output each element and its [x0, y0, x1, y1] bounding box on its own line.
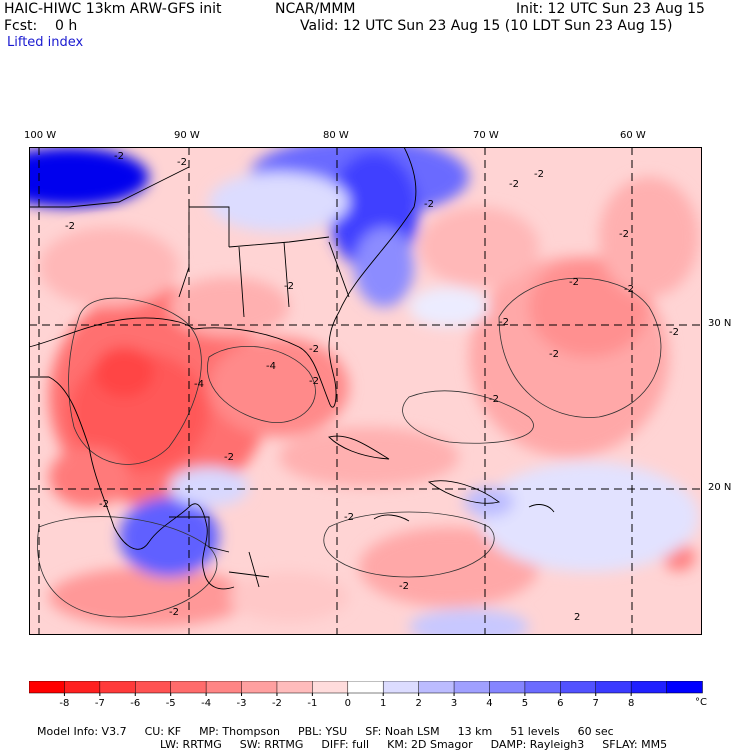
colorbar-swatch [312, 681, 349, 694]
colorbar-tick-label: 8 [628, 698, 634, 709]
lat-label-30n: 30 N [708, 318, 732, 329]
lat-label-20n: 20 N [708, 482, 732, 493]
colorbar-swatch [453, 681, 491, 694]
model-info-line2: LW: RRTMG SW: RRTMG DIFF: full KM: 2D Smago… [153, 725, 685, 751]
colorbar-tick-label: 4 [486, 698, 492, 709]
levels: 51 levels [510, 725, 560, 738]
colorbar-swatches [29, 681, 703, 694]
colorbar-tick-label: 5 [522, 698, 528, 709]
colorbar-swatch [205, 681, 243, 694]
colorbar-tick-label: -5 [166, 698, 176, 709]
svg-text:2: 2 [574, 612, 580, 623]
svg-text:-2: -2 [344, 512, 354, 523]
svg-text:-4: -4 [266, 361, 276, 372]
org-label: NCAR/MMM [275, 1, 356, 17]
valid-time: Valid: 12 UTC Sun 23 Aug 15 (10 LDT Sun … [300, 18, 673, 34]
lon-label-100w: 100 W [24, 130, 57, 141]
svg-text:-2: -2 [65, 221, 75, 232]
svg-text:-2: -2 [619, 229, 629, 240]
model-version: Model Info: V3.7 [37, 725, 127, 738]
colorbar-swatch [29, 681, 66, 694]
svg-text:-2: -2 [549, 349, 559, 360]
colorbar-swatch [64, 681, 101, 694]
colorbar-swatch [489, 681, 526, 694]
field-shading [29, 147, 699, 635]
colorbar-swatch [170, 681, 207, 694]
pbl-scheme: PBL: YSU [297, 725, 348, 738]
colorbar-swatch [135, 681, 172, 694]
colorbar-swatch [241, 681, 278, 694]
forecast-hour: Fcst: 0 h [4, 18, 78, 34]
svg-text:-2: -2 [534, 169, 544, 180]
colorbar-tick-label: 3 [451, 698, 457, 709]
colorbar-tick-label: -3 [237, 698, 247, 709]
svg-text:-2: -2 [169, 607, 179, 618]
map-frame [29, 147, 702, 635]
svg-text:-2: -2 [284, 281, 294, 292]
graticule [29, 147, 702, 635]
colorbar-tick-label: 0 [345, 698, 351, 709]
colorbar-swatch [99, 681, 137, 694]
svg-text:-2: -2 [424, 199, 434, 210]
colorbar-swatch [666, 681, 703, 694]
field-name: Lifted index [7, 35, 84, 50]
colorbar-ticks: -8 -7 -6 -5 -4 -3 -2 -1 0 1 2 3 4 5 6 7 8 [59, 693, 634, 709]
mp-scheme: MP: Thompson [199, 725, 280, 738]
svg-text:-2: -2 [224, 452, 234, 463]
colorbar-swatch [630, 681, 668, 694]
cu-scheme: CU: KF [144, 725, 182, 738]
svg-text:-2: -2 [624, 284, 634, 295]
init-time: Init: 12 UTC Sun 23 Aug 15 [516, 1, 705, 17]
colorbar-swatch [276, 681, 314, 694]
model-title: HAIC-HIWC 13km ARW-GFS init [4, 1, 222, 17]
svg-text:-4: -4 [194, 379, 204, 390]
lifted-index-map: -2 -2 -2 -4 -4 -2 -2 -2 -2 -2 -2 -2 -2 -… [29, 147, 702, 635]
colorbar-tick-label: -7 [95, 698, 105, 709]
svg-text:-2: -2 [309, 376, 319, 387]
svg-text:-2: -2 [114, 151, 124, 162]
colorbar-swatch [418, 681, 455, 694]
lon-label-70w: 70 W [473, 130, 499, 141]
colorbar-tick-label: 7 [593, 698, 599, 709]
colorbar-tick-label: -6 [130, 698, 140, 709]
colorbar-swatch [524, 681, 562, 694]
colorbar-swatch [560, 681, 597, 694]
svg-text:-2: -2 [489, 394, 499, 405]
colorbar-tick-label: 1 [380, 698, 386, 709]
lon-label-90w: 90 W [174, 130, 200, 141]
contour-value-labels: -2 -2 -2 -4 -4 -2 -2 -2 -2 -2 -2 -2 -2 -… [65, 151, 679, 623]
resolution: 13 km [457, 725, 493, 738]
svg-text:-2: -2 [399, 581, 409, 592]
colorbar-tick-label: 6 [557, 698, 563, 709]
svg-text:-2: -2 [99, 499, 109, 510]
colorbar-swatch [595, 681, 632, 694]
colorbar-tick-label: 2 [415, 698, 421, 709]
colorbar: -8 -7 -6 -5 -4 -3 -2 -1 0 1 2 3 4 5 6 7 8 °C [29, 681, 707, 709]
lon-label-80w: 80 W [323, 130, 349, 141]
svg-text:-2: -2 [499, 317, 509, 328]
svg-text:-2: -2 [669, 327, 679, 338]
svg-text:-2: -2 [177, 157, 187, 168]
colorbar-tick-label: -4 [201, 698, 211, 709]
svg-text:-2: -2 [509, 179, 519, 190]
contour-lines [37, 277, 662, 618]
colorbar-unit: °C [695, 697, 707, 708]
colorbar-swatch [347, 681, 384, 694]
colorbar-tick-label: -1 [307, 698, 317, 709]
colorbar-swatch [382, 681, 420, 694]
timestep: 60 sec [577, 725, 614, 738]
model-info-line1: Model Info: V3.7 CU: KF MP: Thompson PBL: Y… [30, 712, 632, 738]
colorbar-tick-label: -2 [272, 698, 282, 709]
svg-text:-2: -2 [569, 277, 579, 288]
svg-text:-2: -2 [309, 344, 319, 355]
colorbar-tick-label: -8 [59, 698, 69, 709]
sf-scheme: SF: Noah LSM [365, 725, 440, 738]
lon-label-60w: 60 W [620, 130, 646, 141]
